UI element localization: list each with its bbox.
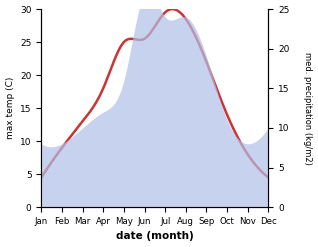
Y-axis label: max temp (C): max temp (C) [5, 77, 15, 139]
Y-axis label: med. precipitation (kg/m2): med. precipitation (kg/m2) [303, 52, 313, 165]
X-axis label: date (month): date (month) [116, 231, 194, 242]
